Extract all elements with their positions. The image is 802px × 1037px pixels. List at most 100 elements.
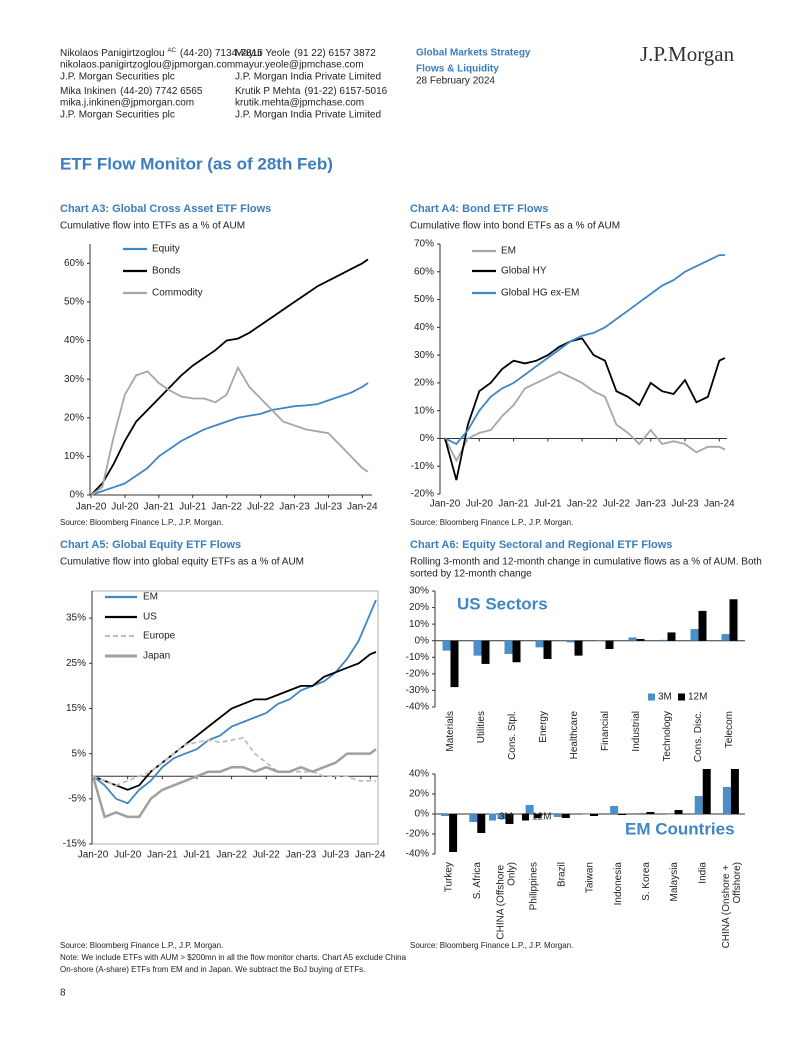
x-tick-label: Jan-22 xyxy=(211,502,242,513)
bar xyxy=(730,769,739,814)
x-tick-label: S. Africa xyxy=(472,862,483,900)
legend-label: EM xyxy=(143,592,158,603)
y-tick-label: 60% xyxy=(64,258,84,269)
y-tick-label: -10% xyxy=(411,461,434,472)
y-tick-label: -20% xyxy=(406,668,429,679)
chart-title: Chart A5: Global Equity ETF Flows xyxy=(60,539,241,551)
author-firm: J.P. Morgan India Private Limited xyxy=(235,72,381,83)
x-tick-label: Jul-22 xyxy=(603,499,631,510)
author-line: Nikolaos Panigirtzoglou AC (44-20) 7134-78… xyxy=(60,48,263,59)
y-tick-label: -40% xyxy=(406,849,429,860)
y-tick-label: 30% xyxy=(414,350,434,361)
y-tick-label: 5% xyxy=(72,748,87,759)
legend-label: Bonds xyxy=(152,266,180,277)
legend-label: 3M xyxy=(499,812,513,823)
bar xyxy=(721,634,730,641)
y-tick-label: 0% xyxy=(415,635,430,646)
y-tick-label: 60% xyxy=(414,266,434,277)
panel-label: US Sectors xyxy=(457,594,548,613)
bar xyxy=(477,814,486,833)
y-tick-label: 40% xyxy=(64,335,84,346)
x-tick-label: Cons. Disc. xyxy=(693,711,704,762)
x-tick-label: Jul-21 xyxy=(183,850,211,861)
bar xyxy=(590,814,598,816)
label-line: CHINA (Offshore xyxy=(495,862,506,940)
bar xyxy=(535,640,544,648)
chart-note: On-shore (A-share) ETFs from EM and in J… xyxy=(60,965,365,974)
author-phone: (44-20) 7742 6565 xyxy=(120,86,203,97)
chart-note: Note: We include ETFs with AUM > $200mn … xyxy=(60,953,407,962)
author-name: Krutik P Mehta xyxy=(235,86,301,97)
x-tick-label: Technology xyxy=(662,711,673,762)
x-tick-label: Jan-21 xyxy=(144,502,175,513)
x-tick-label: Jan-21 xyxy=(147,850,178,861)
x-tick-label: Jan-23 xyxy=(279,502,310,513)
series-line xyxy=(91,748,377,819)
legend-label: 3M xyxy=(658,692,672,703)
bar xyxy=(674,810,683,814)
bar xyxy=(610,806,619,814)
chart-subtitle: Cumulative flow into bond ETFs as a % of… xyxy=(410,221,620,232)
label-line: Only) xyxy=(506,862,517,886)
x-tick-label: Jan-22 xyxy=(216,850,247,861)
x-tick-label: Jul-22 xyxy=(253,850,281,861)
bar xyxy=(442,640,451,651)
author-firm: J.P. Morgan Securities plc xyxy=(60,72,175,83)
legend-swatch xyxy=(489,813,496,821)
x-tick-label: Materials xyxy=(445,711,456,752)
author-firm: J.P. Morgan India Private Limited xyxy=(235,110,381,121)
x-tick-label: Jul-23 xyxy=(322,850,350,861)
y-tick-label: -10% xyxy=(406,652,429,663)
x-tick-label: Jan-23 xyxy=(635,499,666,510)
label-line: Offshore) xyxy=(732,862,743,904)
x-tick-label: Cons. Stpl. xyxy=(507,711,518,760)
author-phone: (44-20) 7134-7815 xyxy=(180,48,263,59)
x-tick-label: CHINA (Onshore + Offshore) xyxy=(721,862,743,948)
x-tick-label: Jan-22 xyxy=(567,499,598,510)
y-tick-label: 40% xyxy=(414,322,434,333)
y-tick-label: 30% xyxy=(409,586,429,597)
x-tick-label: Jan-21 xyxy=(498,499,529,510)
bar xyxy=(666,814,675,815)
legend-label: Equity xyxy=(152,244,180,255)
x-tick-label: Malaysia xyxy=(669,862,680,902)
legend-label: Global HY xyxy=(501,266,547,277)
bar xyxy=(449,814,458,852)
bar xyxy=(505,814,514,824)
y-tick-label: 10% xyxy=(409,619,429,630)
panel-label: EM Countries xyxy=(625,819,735,838)
y-tick-label: 15% xyxy=(66,703,86,714)
legend-label: EM xyxy=(501,246,516,257)
x-tick-label: Energy xyxy=(538,711,549,743)
bar xyxy=(574,640,583,656)
author-name: Mika Inkinen xyxy=(60,86,116,97)
author-firm: J.P. Morgan Securities plc xyxy=(60,110,175,121)
bar xyxy=(698,610,707,641)
y-tick-label: 20% xyxy=(64,412,84,423)
x-tick-label: Jan-24 xyxy=(355,850,386,861)
page-title: ETF Flow Monitor (as of 28th Feb) xyxy=(60,154,333,173)
bar xyxy=(618,814,627,815)
x-tick-label: Jan-20 xyxy=(76,502,107,513)
legend-label: Japan xyxy=(143,651,170,662)
bar xyxy=(561,814,570,818)
y-tick-label: -15% xyxy=(63,839,86,850)
bar xyxy=(597,640,606,642)
logo: J.P.Morgan xyxy=(640,42,735,66)
chart-source: Source: Bloomberg Finance L.P., J.P. Mor… xyxy=(410,941,573,950)
bar xyxy=(504,640,513,654)
author-email: mika.j.inkinen@jpmorgan.com xyxy=(60,98,194,109)
chart-subtitle: Cumulative flow into global equity ETFs … xyxy=(60,557,304,568)
x-tick-label: Telecom xyxy=(724,711,735,748)
bar xyxy=(566,640,575,643)
chart-subtitle: Rolling 3-month and 12-month change in c… xyxy=(410,557,762,568)
x-tick-label: Utilities xyxy=(476,711,487,743)
y-tick-label: 0% xyxy=(420,433,435,444)
x-tick-label: Jul-20 xyxy=(114,850,142,861)
series-line xyxy=(92,736,376,787)
bar xyxy=(659,639,668,641)
author-line: Mika Inkinen (44-20) 7742 6565 xyxy=(60,86,203,97)
series-line xyxy=(444,370,726,463)
x-tick-label: Jul-21 xyxy=(179,502,207,513)
